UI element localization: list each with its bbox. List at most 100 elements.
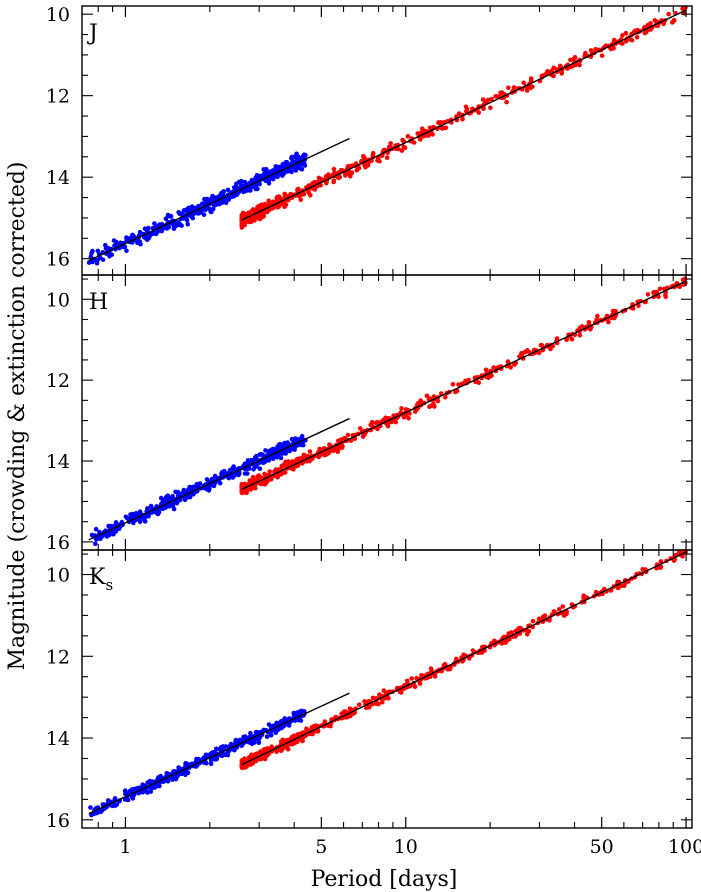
- fundamental-point: [551, 73, 556, 78]
- fundamental-point: [430, 132, 435, 137]
- fundamental-point: [577, 332, 583, 338]
- first-overtone-point: [88, 805, 93, 810]
- fundamental-point: [324, 451, 330, 457]
- fundamental-point: [405, 134, 411, 139]
- fundamental-point: [593, 46, 598, 52]
- fundamental-point: [460, 117, 465, 122]
- fundamental-point: [342, 435, 347, 441]
- first-overtone-point: [94, 810, 100, 816]
- fundamental-point: [524, 88, 530, 93]
- first-overtone-point: [153, 231, 159, 237]
- first-overtone-point: [109, 803, 115, 809]
- fundamental-point: [348, 707, 353, 713]
- first-overtone-point: [275, 167, 280, 172]
- fundamental-point: [418, 137, 423, 142]
- first-overtone-point: [94, 537, 99, 542]
- first-overtone-point: [243, 734, 248, 739]
- fundamental-point: [530, 618, 536, 624]
- fundamental-point: [399, 406, 404, 411]
- fundamental-point: [381, 688, 387, 693]
- band-label-subscript: s: [105, 576, 113, 594]
- fundamental-point: [431, 401, 436, 407]
- fundamental-point: [264, 753, 270, 758]
- fundamental-point: [365, 163, 371, 168]
- first-overtone-point: [256, 740, 262, 745]
- fundamental-point: [519, 350, 524, 356]
- fundamental-point: [608, 46, 614, 52]
- first-overtone-point: [164, 498, 169, 504]
- y-tick-label: 16: [46, 249, 70, 271]
- fundamental-point: [525, 348, 530, 353]
- fundamental-point: [267, 469, 273, 474]
- fundamental-point: [623, 30, 629, 36]
- fundamental-point: [343, 709, 349, 714]
- band-label: Ks: [89, 565, 113, 594]
- fundamental-point: [577, 325, 583, 331]
- x-tick-label: 50: [590, 836, 614, 858]
- first-overtone-point: [171, 506, 177, 512]
- fundamental-point: [251, 217, 257, 223]
- fundamental-point: [464, 106, 470, 112]
- fundamental-point: [677, 550, 682, 555]
- fundamental-point: [536, 616, 542, 621]
- first-overtone-point: [233, 737, 239, 743]
- fundamental-point: [489, 96, 495, 102]
- y-tick-label: 10: [46, 565, 70, 587]
- first-overtone-point: [280, 162, 286, 168]
- fundamental-point: [300, 735, 306, 741]
- panel-frame: [81, 549, 693, 829]
- first-overtone-point: [165, 214, 171, 219]
- first-overtone-point: [114, 239, 119, 245]
- fundamental-point: [608, 588, 614, 593]
- fundamental-point: [454, 388, 460, 394]
- fundamental-point: [517, 354, 522, 359]
- first-overtone-point: [258, 451, 264, 457]
- first-overtone-point: [230, 465, 235, 471]
- first-overtone-point: [145, 780, 150, 785]
- first-overtone-point: [146, 225, 151, 231]
- first-overtone-point: [264, 734, 270, 739]
- x-tick-label: 10: [394, 836, 418, 858]
- fundamental-point: [443, 394, 448, 400]
- fundamental-point: [426, 133, 431, 138]
- first-overtone-point: [100, 802, 106, 807]
- fundamental-point: [671, 18, 677, 23]
- fundamental-point: [289, 734, 295, 740]
- fundamental-point: [384, 155, 390, 160]
- fundamental-point: [634, 34, 640, 40]
- first-overtone-point: [184, 217, 190, 223]
- fundamental-point: [375, 155, 381, 161]
- panel-frame: [81, 5, 693, 276]
- first-overtone-point: [131, 233, 136, 239]
- fundamental-point: [656, 294, 661, 299]
- first-overtone-point: [129, 794, 135, 800]
- fundamental-point: [298, 197, 304, 203]
- y-tick-label: 14: [46, 728, 70, 750]
- first-overtone-point: [181, 208, 187, 213]
- fundamental-point: [620, 33, 625, 38]
- first-overtone-point: [267, 170, 272, 176]
- fundamental-point: [245, 217, 251, 222]
- fundamental-point: [521, 80, 526, 86]
- first-overtone-point: [253, 731, 259, 736]
- fundamental-point: [283, 459, 289, 465]
- fundamental-point: [274, 204, 280, 209]
- first-overtone-point: [199, 208, 204, 214]
- fundamental-point: [247, 754, 253, 760]
- plot-area: [86, 6, 688, 266]
- fundamental-point: [404, 678, 410, 684]
- first-overtone-point: [142, 226, 148, 231]
- first-overtone-point: [299, 709, 304, 715]
- first-overtone-point: [103, 242, 108, 248]
- y-tick-label: 16: [46, 810, 70, 832]
- fundamental-point: [412, 409, 418, 414]
- fundamental-point: [258, 756, 264, 762]
- fundamental-point: [415, 131, 421, 136]
- first-overtone-point: [250, 741, 255, 746]
- fundamental-point: [401, 414, 407, 420]
- fundamental-point: [361, 154, 366, 159]
- fundamental-point: [324, 180, 329, 186]
- first-overtone-point: [190, 215, 196, 221]
- first-overtone-point: [257, 466, 263, 472]
- fundamental-point: [657, 286, 663, 292]
